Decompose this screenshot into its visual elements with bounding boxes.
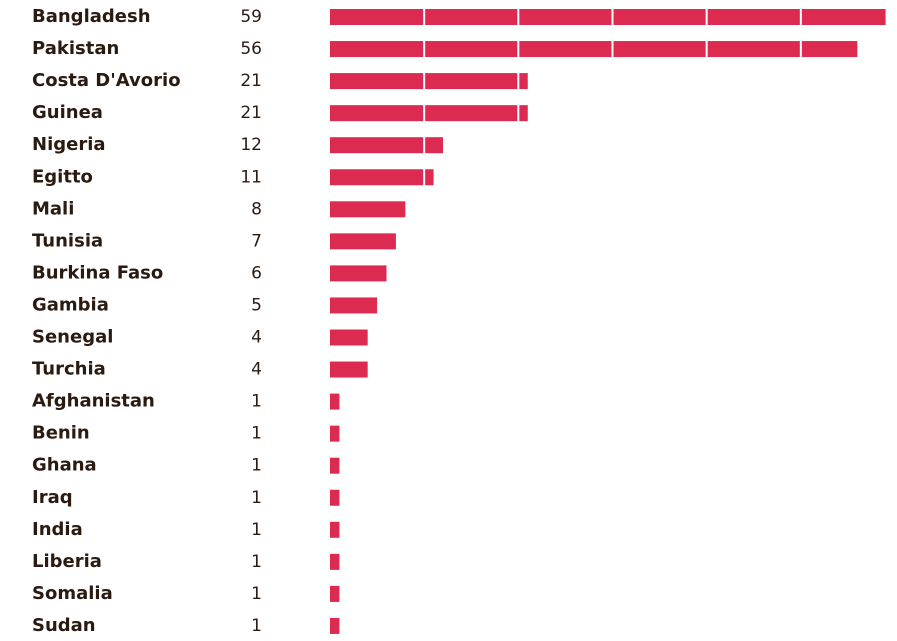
category-label: Somalia	[32, 583, 113, 604]
value-label: 6	[251, 263, 262, 283]
category-label: Tunisia	[32, 230, 103, 251]
bar	[330, 457, 340, 474]
value-label: 1	[251, 584, 262, 604]
bar	[330, 201, 406, 218]
bar	[330, 265, 387, 282]
value-label: 1	[251, 424, 262, 444]
category-label: Liberia	[32, 551, 102, 572]
bar	[330, 521, 340, 538]
value-label: 56	[240, 39, 262, 59]
value-label: 12	[240, 135, 262, 155]
bar	[330, 425, 340, 442]
bar	[330, 617, 340, 634]
bar	[330, 73, 528, 90]
category-label: Bangladesh	[32, 6, 151, 27]
bar	[330, 297, 378, 314]
bar	[330, 137, 443, 154]
value-label: 21	[240, 103, 262, 123]
category-label: Pakistan	[32, 38, 119, 59]
bar	[330, 233, 396, 250]
category-label: Egitto	[32, 166, 93, 187]
value-label: 7	[251, 231, 262, 251]
value-label: 8	[251, 199, 262, 219]
value-label: 4	[251, 328, 262, 348]
bar	[330, 553, 340, 570]
value-label: 1	[251, 616, 262, 636]
category-label: Senegal	[32, 327, 113, 348]
value-label: 1	[251, 456, 262, 476]
value-label: 1	[251, 488, 262, 508]
bar	[330, 9, 886, 25]
category-label: Burkina Faso	[32, 262, 163, 283]
value-label: 5	[251, 295, 262, 315]
bar	[330, 489, 340, 506]
category-label: Ghana	[32, 455, 97, 476]
value-label: 11	[240, 167, 262, 187]
bar	[330, 585, 340, 602]
bar	[330, 169, 434, 186]
value-label: 1	[251, 552, 262, 572]
value-label: 21	[240, 71, 262, 91]
category-label: Nigeria	[32, 134, 106, 155]
category-label: Sudan	[32, 615, 96, 636]
category-label: Gambia	[32, 294, 109, 315]
bar	[330, 41, 858, 58]
bar	[330, 329, 368, 346]
value-label: 4	[251, 360, 262, 380]
bar	[330, 361, 368, 378]
bar	[330, 393, 340, 410]
category-label: Turchia	[32, 359, 106, 380]
category-label: Afghanistan	[32, 391, 155, 412]
value-label: 1	[251, 520, 262, 540]
category-label: Mali	[32, 198, 74, 219]
category-label: Benin	[32, 423, 90, 444]
value-label: 1	[251, 392, 262, 412]
category-label: Iraq	[32, 487, 73, 508]
bar	[330, 105, 528, 122]
category-label: India	[32, 519, 83, 540]
category-label: Guinea	[32, 102, 103, 123]
value-label: 59	[240, 7, 262, 27]
category-label: Costa D'Avorio	[32, 70, 181, 91]
